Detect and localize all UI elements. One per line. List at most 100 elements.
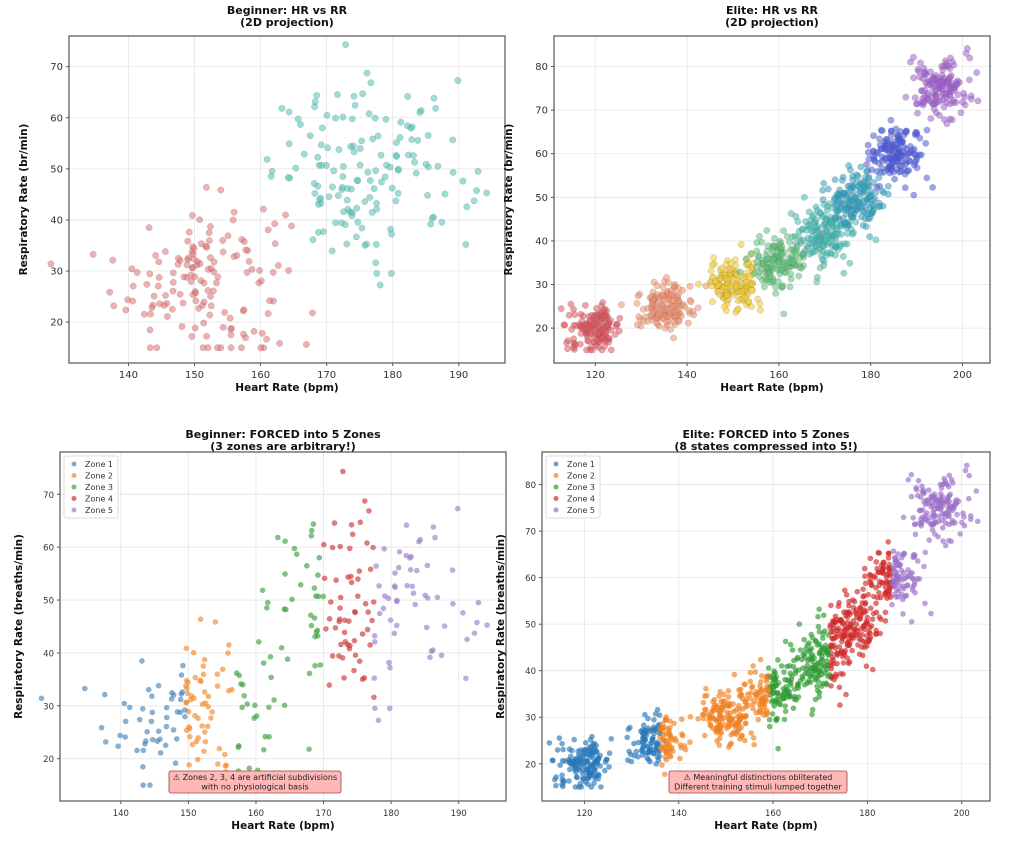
y-tick-label: 20 — [535, 324, 548, 335]
data-point — [391, 630, 398, 637]
data-point — [725, 694, 732, 700]
data-point — [153, 344, 161, 352]
data-point — [661, 742, 668, 749]
data-point — [854, 172, 862, 180]
data-point — [559, 740, 565, 747]
data-point — [557, 305, 565, 312]
data-point — [268, 674, 274, 681]
data-point — [219, 666, 226, 673]
data-point — [140, 782, 146, 788]
data-point — [766, 723, 773, 730]
data-point — [913, 129, 921, 136]
x-tick-label: 170 — [317, 370, 336, 381]
data-point — [291, 545, 298, 552]
data-point — [926, 537, 932, 543]
points — [38, 468, 490, 788]
data-point — [915, 558, 921, 564]
legend-label: Zone 5 — [85, 506, 113, 515]
data-point — [964, 45, 971, 52]
data-point — [152, 252, 160, 259]
data-point — [900, 514, 907, 521]
data-point — [902, 93, 910, 101]
data-point — [836, 243, 844, 250]
data-point — [381, 173, 389, 181]
data-point — [861, 565, 868, 572]
data-point — [954, 511, 960, 518]
data-point — [311, 98, 319, 106]
data-point — [832, 613, 839, 620]
data-point — [664, 747, 670, 754]
data-point — [654, 754, 661, 760]
data-point — [645, 715, 651, 722]
data-point — [601, 342, 609, 350]
data-point — [795, 681, 802, 688]
data-point — [359, 90, 366, 98]
data-point — [675, 284, 682, 292]
data-point — [861, 626, 868, 633]
data-point — [336, 616, 343, 622]
data-point — [710, 708, 717, 714]
data-point — [665, 300, 673, 307]
data-point — [869, 616, 876, 622]
data-point — [782, 703, 788, 709]
data-point — [310, 180, 318, 187]
data-point — [902, 127, 910, 135]
y-tick-label: 30 — [525, 714, 536, 724]
data-point — [918, 523, 924, 529]
data-point — [217, 186, 225, 194]
data-point — [348, 185, 355, 193]
data-point — [139, 706, 146, 712]
data-point — [840, 269, 848, 277]
data-point — [879, 569, 886, 575]
data-point — [811, 667, 818, 674]
data-point — [163, 723, 170, 730]
data-point — [895, 593, 902, 600]
data-point — [346, 618, 352, 624]
points — [546, 462, 981, 790]
data-point — [585, 758, 591, 765]
legend-box — [63, 455, 119, 519]
data-point — [393, 139, 400, 147]
data-point — [639, 745, 646, 751]
data-point — [668, 291, 676, 298]
legend-marker — [71, 496, 77, 501]
data-point — [187, 733, 193, 740]
data-point — [858, 637, 864, 643]
data-point — [853, 611, 860, 617]
data-point — [843, 240, 851, 248]
data-point — [340, 163, 347, 170]
data-point — [361, 198, 369, 205]
legend-marker — [71, 461, 77, 467]
data-point — [577, 311, 585, 318]
data-point — [98, 724, 105, 731]
data-point — [424, 562, 431, 569]
data-point — [323, 626, 329, 632]
data-point — [742, 255, 750, 263]
data-point — [833, 673, 839, 680]
data-point — [747, 695, 754, 702]
data-point — [376, 583, 382, 589]
data-point — [670, 318, 678, 326]
data-point — [931, 99, 939, 107]
data-point — [860, 586, 866, 592]
data-point — [732, 722, 738, 728]
data-point — [822, 252, 830, 259]
data-point — [356, 145, 364, 152]
data-point — [701, 707, 708, 713]
data-point — [146, 344, 154, 352]
data-point — [163, 704, 170, 711]
data-point — [702, 732, 708, 739]
axes-frame — [541, 451, 991, 802]
data-point — [475, 599, 482, 606]
data-point — [306, 132, 314, 140]
data-point — [886, 147, 894, 155]
data-point — [831, 618, 837, 625]
data-point — [908, 493, 915, 500]
data-point — [863, 620, 870, 627]
data-point — [846, 185, 853, 193]
data-point — [877, 630, 883, 637]
data-point — [687, 298, 695, 306]
data-point — [334, 192, 342, 199]
data-point — [410, 590, 417, 596]
data-point — [748, 286, 756, 294]
